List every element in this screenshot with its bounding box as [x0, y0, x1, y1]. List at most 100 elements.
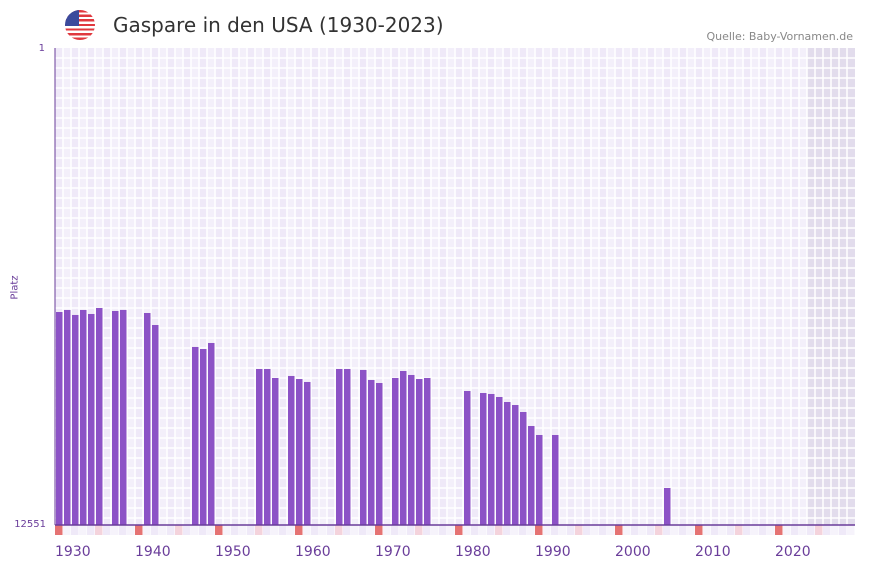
grid-column — [191, 48, 199, 525]
bar-1989 — [528, 425, 535, 525]
year-marker-1961 — [303, 525, 311, 535]
grid-column — [175, 48, 183, 525]
grid-column — [471, 48, 479, 525]
year-marker-2029 — [847, 525, 855, 535]
year-marker-2007 — [671, 525, 679, 535]
year-marker-2009 — [687, 525, 695, 535]
y-tick-top: 1 — [38, 43, 45, 54]
bar-1970 — [376, 383, 383, 525]
grid-column — [311, 48, 319, 525]
year-marker-1988 — [519, 525, 527, 535]
x-tick-label: 1960 — [295, 544, 331, 560]
grid-column — [671, 48, 679, 525]
grid-column — [287, 48, 295, 525]
grid-column — [831, 48, 839, 525]
year-marker-1936 — [103, 525, 111, 535]
bar-1992 — [552, 434, 559, 525]
bar-1972 — [392, 377, 399, 525]
grid-column — [247, 48, 255, 525]
grid-column — [239, 48, 247, 525]
year-marker-1954 — [247, 525, 255, 535]
year-marker-1990 — [535, 525, 543, 535]
grid-column — [95, 48, 103, 525]
year-marker-1965 — [335, 525, 343, 535]
year-marker-2002 — [631, 525, 639, 535]
grid-column — [199, 48, 207, 525]
grid-column — [711, 48, 719, 525]
grid-column — [231, 48, 239, 525]
year-marker-1953 — [239, 525, 247, 535]
year-marker-2020 — [775, 525, 783, 535]
grid-column — [167, 48, 175, 525]
grid-column — [759, 48, 767, 525]
grid-column — [119, 48, 127, 525]
year-marker-2021 — [783, 525, 791, 535]
year-marker-1943 — [159, 525, 167, 535]
grid-column — [111, 48, 119, 525]
grid-column — [551, 48, 559, 525]
grid-column — [63, 48, 71, 525]
grid-column — [519, 48, 527, 525]
year-marker-1997 — [591, 525, 599, 535]
x-tick-label: 1940 — [135, 544, 171, 560]
year-marker-1975 — [415, 525, 423, 535]
bar-1937 — [112, 310, 119, 525]
grid-column — [527, 48, 535, 525]
grid-column — [559, 48, 567, 525]
year-marker-1989 — [527, 525, 535, 535]
year-marker-2026 — [823, 525, 831, 535]
grid-column — [103, 48, 111, 525]
grid-column — [791, 48, 799, 525]
source-link[interactable]: Quelle: Baby-Vornamen.de — [706, 30, 853, 43]
grid-column — [487, 48, 495, 525]
x-tick-label: 1950 — [215, 544, 251, 560]
year-marker-1960 — [295, 525, 303, 535]
bar-1949 — [208, 342, 215, 525]
year-marker-1986 — [503, 525, 511, 535]
bar-1961 — [304, 381, 311, 525]
year-marker-2024 — [807, 525, 815, 535]
grid-column — [143, 48, 151, 525]
grid-column — [215, 48, 223, 525]
bar-1934 — [88, 313, 95, 525]
grid-column — [767, 48, 775, 525]
year-marker-2010 — [695, 525, 703, 535]
bar-1930 — [56, 312, 63, 525]
year-marker-1978 — [439, 525, 447, 535]
grid-column — [343, 48, 351, 525]
bar-1948 — [200, 348, 207, 525]
bar-1935 — [96, 307, 103, 525]
us-flag-icon — [65, 10, 95, 40]
year-marker-2004 — [647, 525, 655, 535]
year-marker-2016 — [743, 525, 751, 535]
year-marker-1952 — [231, 525, 239, 535]
grid-column — [255, 48, 263, 525]
year-marker-2011 — [703, 525, 711, 535]
x-tick-label: 1990 — [535, 544, 571, 560]
grid-column — [839, 48, 847, 525]
grid-column — [295, 48, 303, 525]
year-marker-1957 — [271, 525, 279, 535]
bar-1941 — [144, 312, 151, 525]
year-marker-1983 — [479, 525, 487, 535]
year-marker-2017 — [751, 525, 759, 535]
x-tick-label: 1970 — [375, 544, 411, 560]
grid-column — [263, 48, 271, 525]
grid-column — [71, 48, 79, 525]
grid-column — [847, 48, 855, 525]
grid-column — [375, 48, 383, 525]
year-marker-1958 — [279, 525, 287, 535]
year-marker-1992 — [551, 525, 559, 535]
bar-1931 — [64, 309, 71, 525]
grid-column — [599, 48, 607, 525]
grid-column — [495, 48, 503, 525]
bar-1975 — [416, 379, 423, 525]
grid-column — [55, 48, 63, 525]
year-marker-1959 — [287, 525, 295, 535]
year-marker-1937 — [111, 525, 119, 535]
grid-column — [359, 48, 367, 525]
grid-column — [647, 48, 655, 525]
x-tick-label: 2000 — [615, 544, 651, 560]
grid-column — [511, 48, 519, 525]
